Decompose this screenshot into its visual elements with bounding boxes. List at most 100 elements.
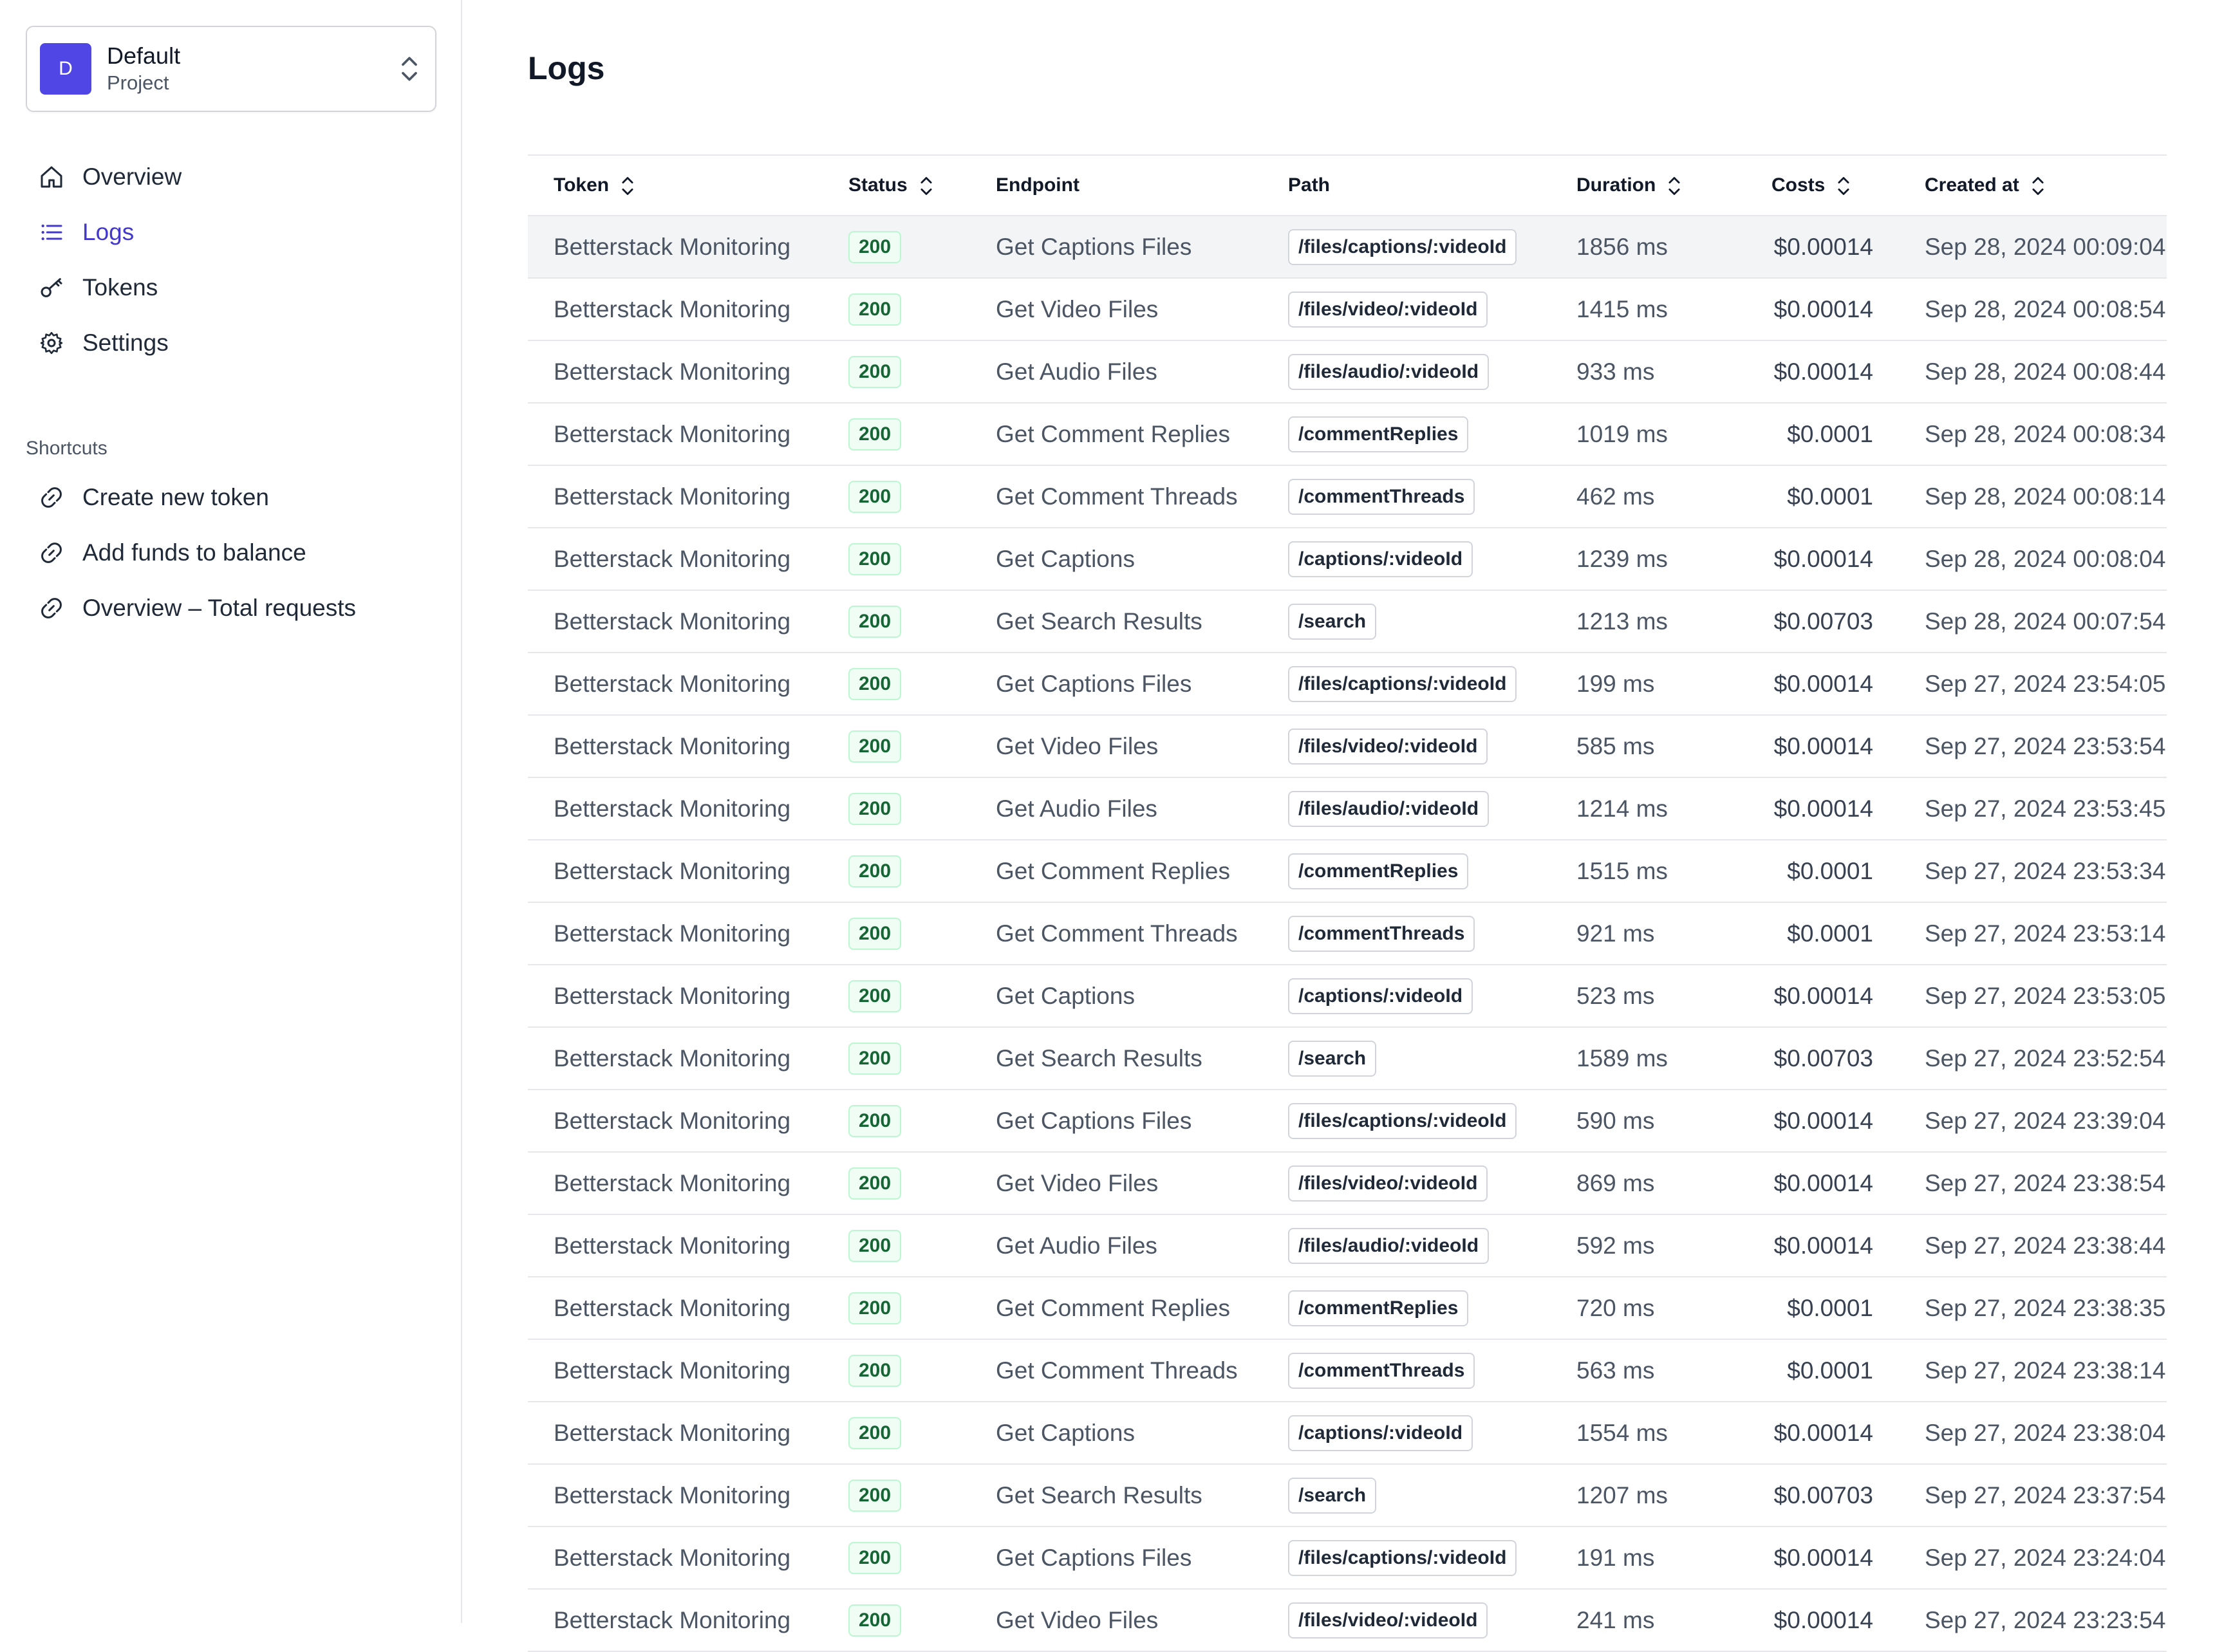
cell-status: 200 (823, 590, 970, 653)
table-row[interactable]: Betterstack Monitoring 200 Get Audio Files… (528, 1214, 2167, 1277)
table-row[interactable]: Betterstack Monitoring 200 Get Captions/ca… (528, 1402, 2167, 1464)
cell-costs: $0.00703 (1773, 1481, 1873, 1508)
cell-status: 200 (823, 1277, 970, 1339)
column-header-token[interactable]: Token (528, 155, 823, 216)
path-tag: /search (1288, 1477, 1377, 1514)
cell-costs: $0.00014 (1773, 1419, 1873, 1446)
cell-costs: $0.00014 (1773, 1606, 1873, 1633)
table-row[interactable]: Betterstack Monitoring 200 Get Video Files… (528, 1589, 2167, 1651)
cell-status: 200 (823, 1402, 970, 1464)
cell-token: Betterstack Monitoring (554, 295, 791, 322)
table-row[interactable]: Betterstack Monitoring 200 Get Audio Files… (528, 340, 2167, 403)
path-tag: /files/video/:videoId (1288, 728, 1488, 765)
path-tag: /files/audio/:videoId (1288, 790, 1490, 827)
cell-path: /search (1262, 1464, 1551, 1527)
cell-created-at: Sep 27, 2024 23:39:04 (1925, 1107, 2166, 1134)
nav-item-overview[interactable]: Overview (26, 149, 435, 205)
cell-endpoint: Get Captions Files (996, 670, 1192, 697)
cell-duration: 523 ms (1576, 982, 1655, 1009)
status-badge: 200 (848, 230, 902, 263)
cell-token: Betterstack Monitoring (554, 920, 791, 947)
cell-costs: $0.00014 (1773, 1107, 1873, 1134)
shortcut-add-funds[interactable]: Add funds to balance (26, 525, 435, 580)
cell-endpoint: Get Video Files (996, 1169, 1159, 1196)
column-header-status[interactable]: Status (823, 155, 970, 216)
project-switcher[interactable]: D Default Project (26, 26, 436, 112)
table-row[interactable]: Betterstack Monitoring 200 Get Comment Rep… (528, 840, 2167, 902)
table-row[interactable]: Betterstack Monitoring 200 Get Comment Rep… (528, 1277, 2167, 1339)
column-header-duration[interactable]: Duration (1551, 155, 1733, 216)
page-title: Logs (528, 50, 605, 86)
cell-duration: 590 ms (1576, 1107, 1655, 1134)
table-row[interactable]: Betterstack Monitoring 200 Get Captions/ca… (528, 965, 2167, 1027)
cell-endpoint: Get Captions (996, 982, 1135, 1009)
cell-duration: 199 ms (1576, 670, 1655, 697)
cell-costs: $0.0001 (1787, 857, 1873, 884)
cell-token: Betterstack Monitoring (554, 1544, 791, 1571)
nav-item-logs[interactable]: Logs (26, 205, 435, 260)
chevron-up-down-icon (402, 57, 417, 81)
cell-path: /files/captions/:videoId (1262, 1527, 1551, 1589)
shortcut-create-new-token[interactable]: Create new token (26, 470, 435, 525)
cell-path: /files/video/:videoId (1262, 278, 1551, 340)
cell-endpoint: Get Audio Files (996, 1232, 1157, 1259)
table-row[interactable]: Betterstack Monitoring 200 Get Search Resu… (528, 590, 2167, 653)
cell-costs: $0.00014 (1773, 295, 1873, 322)
status-badge: 200 (848, 1292, 902, 1324)
path-tag: /files/video/:videoId (1288, 291, 1488, 328)
shortcut-label: Create new token (82, 484, 270, 510)
sort-icon (920, 177, 932, 195)
path-tag: /files/audio/:videoId (1288, 353, 1490, 390)
table-row[interactable]: Betterstack Monitoring 200 Get Audio Files… (528, 777, 2167, 840)
table-row[interactable]: Betterstack Monitoring 200 Get Captions Fi… (528, 653, 2167, 715)
cell-token: Betterstack Monitoring (554, 1294, 791, 1321)
path-tag: /files/captions/:videoId (1288, 228, 1517, 265)
cell-status: 200 (823, 216, 970, 278)
table-row[interactable]: Betterstack Monitoring 200 Get Search Resu… (528, 1027, 2167, 1090)
cell-costs: $0.00703 (1773, 608, 1873, 635)
table-row[interactable]: Betterstack Monitoring 200 Get Video Files… (528, 278, 2167, 340)
gear-icon (39, 330, 64, 356)
table-row[interactable]: Betterstack Monitoring 200 Get Comment Thr… (528, 465, 2167, 528)
cell-duration: 1856 ms (1576, 233, 1668, 260)
table-row[interactable]: Betterstack Monitoring 200 Get Captions Fi… (528, 1090, 2167, 1152)
project-avatar: D (40, 43, 91, 95)
table-row[interactable]: Betterstack Monitoring 200 Get Captions Fi… (528, 216, 2167, 278)
cell-costs: $0.00014 (1773, 1169, 1873, 1196)
status-badge: 200 (848, 792, 902, 825)
sort-icon (622, 177, 633, 195)
shortcut-overview-total-requests[interactable]: Overview – Total requests (26, 580, 435, 636)
cell-path: /captions/:videoId (1262, 1402, 1551, 1464)
cell-status: 200 (823, 465, 970, 528)
cell-token: Betterstack Monitoring (554, 1419, 791, 1446)
cell-token: Betterstack Monitoring (554, 1169, 791, 1196)
table-row[interactable]: Betterstack Monitoring 200 Get Video Files… (528, 1152, 2167, 1214)
status-badge: 200 (848, 1604, 902, 1637)
nav-item-settings[interactable]: Settings (26, 315, 435, 371)
status-badge: 200 (848, 667, 902, 700)
cell-token: Betterstack Monitoring (554, 1481, 791, 1508)
table-row[interactable]: Betterstack Monitoring 200 Get Captions Fi… (528, 1527, 2167, 1589)
table-row[interactable]: Betterstack Monitoring 200 Get Search Resu… (528, 1464, 2167, 1527)
cell-endpoint: Get Captions (996, 545, 1135, 572)
status-badge: 200 (848, 418, 902, 450)
table-row[interactable]: Betterstack Monitoring 200 Get Comment Rep… (528, 403, 2167, 465)
table-row[interactable]: Betterstack Monitoring 200 Get Comment Thr… (528, 902, 2167, 965)
table-row[interactable]: Betterstack Monitoring 200 Get Video Files… (528, 715, 2167, 777)
cell-status: 200 (823, 1214, 970, 1277)
cell-duration: 563 ms (1576, 1357, 1655, 1384)
nav-item-tokens[interactable]: Tokens (26, 260, 435, 315)
column-header-costs[interactable]: Costs (1733, 155, 1925, 216)
cell-duration: 921 ms (1576, 920, 1655, 947)
column-header-endpoint: Endpoint (996, 174, 1079, 196)
table-row[interactable]: Betterstack Monitoring 200 Get Comment Thr… (528, 1339, 2167, 1402)
cell-created-at: Sep 27, 2024 23:37:54 (1925, 1481, 2166, 1508)
cell-duration: 1213 ms (1576, 608, 1668, 635)
cell-token: Betterstack Monitoring (554, 358, 791, 385)
cell-endpoint: Get Comment Threads (996, 483, 1238, 510)
cell-created-at: Sep 27, 2024 23:38:14 (1925, 1357, 2166, 1384)
cell-created-at: Sep 28, 2024 00:08:44 (1925, 358, 2166, 385)
table-row[interactable]: Betterstack Monitoring 200 Get Captions/ca… (528, 528, 2167, 590)
column-header-created-at[interactable]: Created at (1925, 155, 2167, 216)
status-badge: 200 (848, 355, 902, 388)
